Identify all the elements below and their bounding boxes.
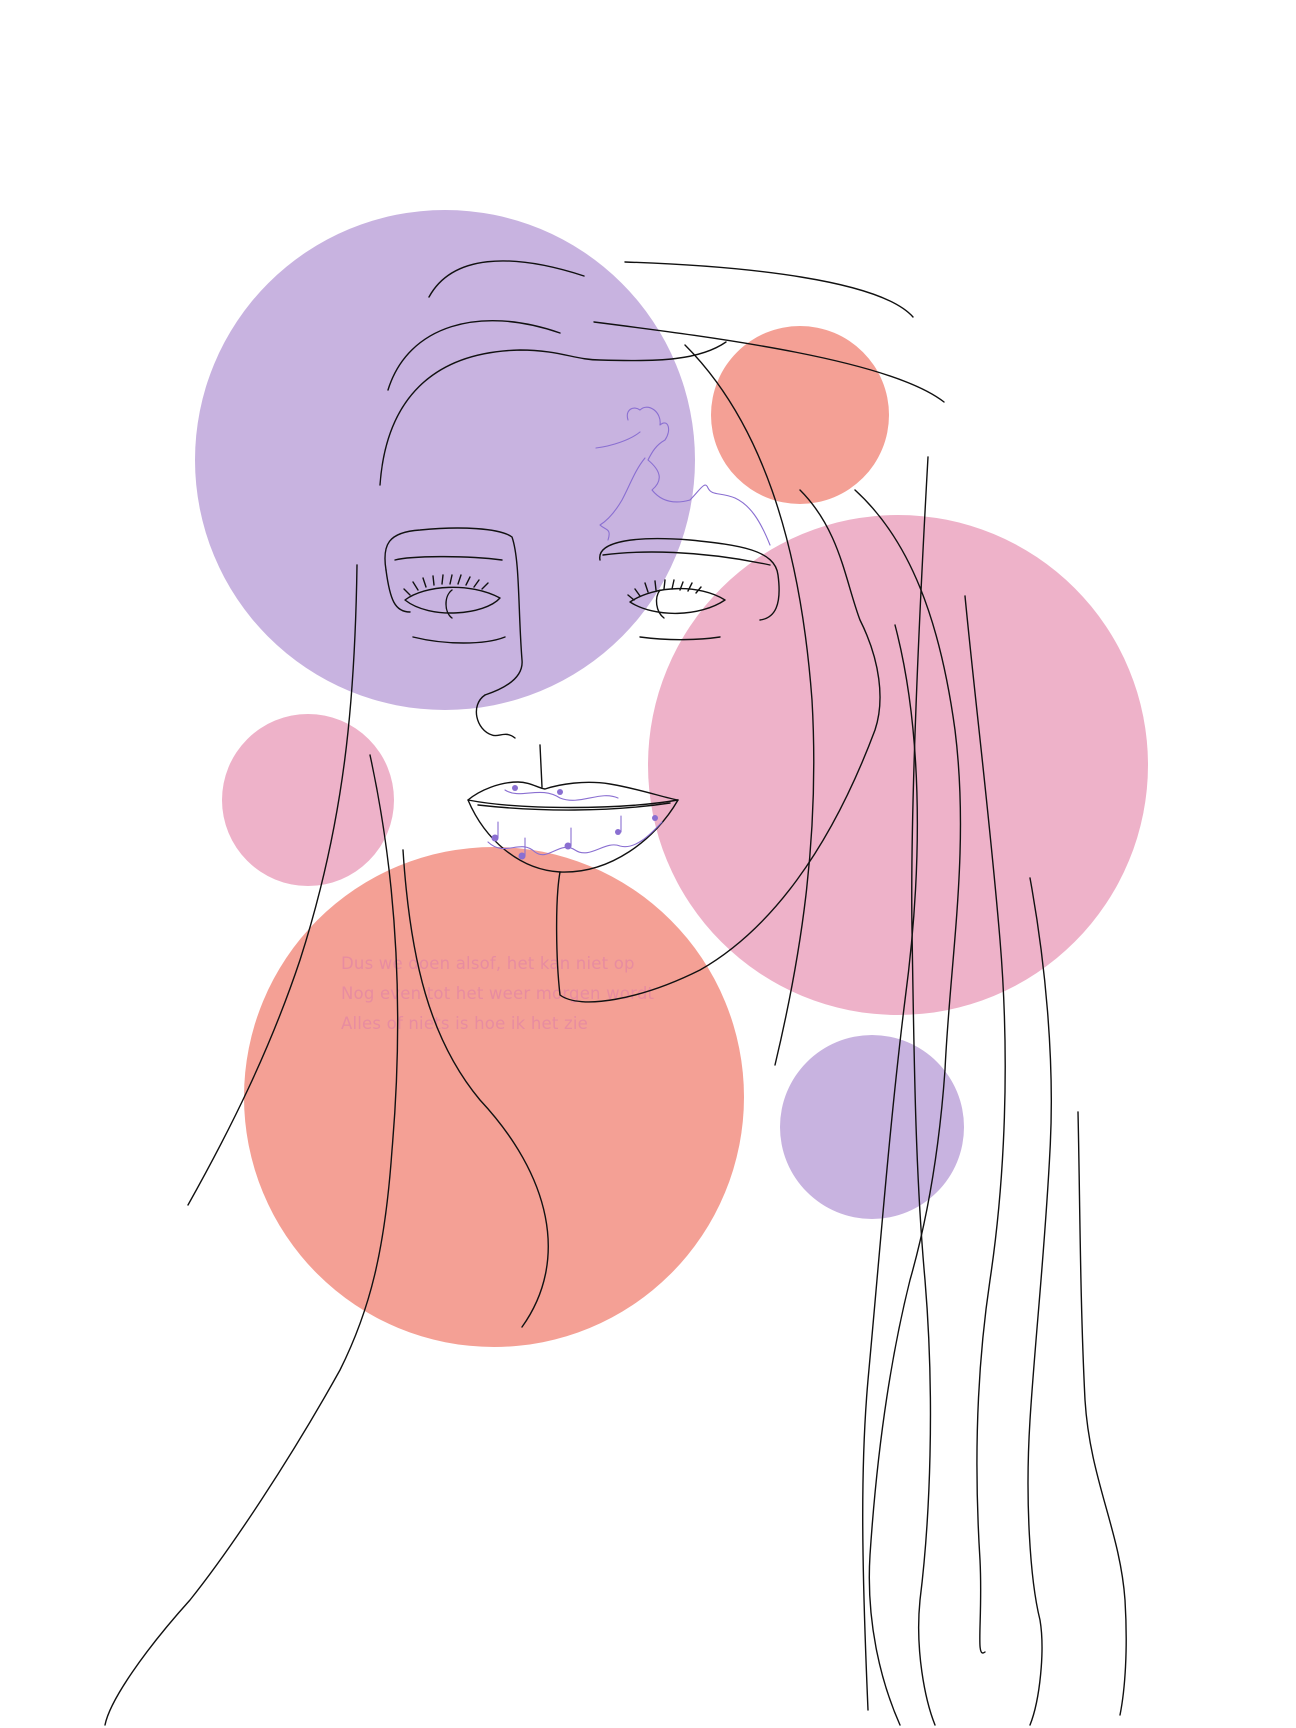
right-brow xyxy=(599,537,780,621)
chin-line xyxy=(555,489,881,1003)
running-woman-icon xyxy=(595,406,771,546)
upper-lip xyxy=(467,781,679,809)
hair-and-body-strokes xyxy=(104,344,1127,1726)
hair-top-strokes xyxy=(379,260,945,486)
left-eye xyxy=(404,586,501,614)
small-lavender-circle xyxy=(780,1035,964,1219)
nose xyxy=(475,694,516,739)
left-upper-lid xyxy=(394,555,503,561)
left-brow xyxy=(384,527,523,696)
large-lavender-circle xyxy=(195,210,695,710)
right-lashes xyxy=(627,579,702,601)
right-eye xyxy=(629,587,726,615)
large-coral-circle xyxy=(244,847,744,1347)
face xyxy=(384,489,881,1003)
small-pink-circle xyxy=(222,714,394,886)
right-upper-lid xyxy=(602,551,771,566)
lyric-line-1: Dus we doen alsof, het kan niet op xyxy=(341,954,635,973)
lyric-line-2: Nog even tot het weer morgen wordt xyxy=(341,984,655,1003)
small-coral-circle xyxy=(711,326,889,504)
lyrics-block: Dus we doen alsof, het kan niet op Nog e… xyxy=(341,954,655,1033)
background-circles xyxy=(195,210,1148,1347)
large-pink-circle xyxy=(648,515,1148,1015)
lyric-line-3: Alles of niets is hoe ik het zie xyxy=(341,1014,588,1033)
left-lashes xyxy=(403,574,489,596)
music-notes-icon xyxy=(487,785,663,860)
